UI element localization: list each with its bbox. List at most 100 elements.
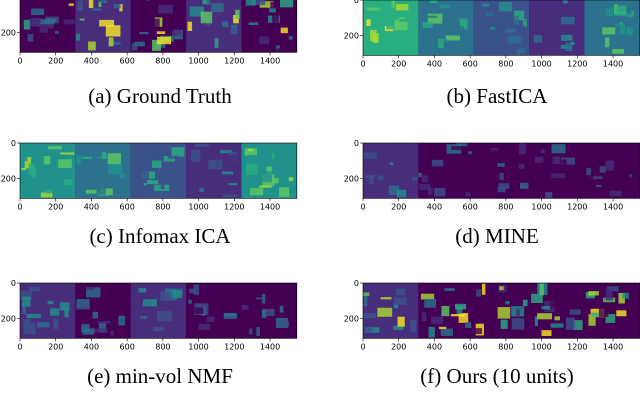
image-patch: [540, 44, 547, 53]
image-patch: [241, 289, 256, 298]
image-patch: [506, 292, 521, 300]
image-patch: [142, 299, 157, 307]
x-tick-label: 400: [427, 59, 442, 68]
image-patch: [223, 313, 238, 319]
image-patch: [410, 319, 417, 332]
image-patch: [249, 188, 264, 196]
image-patch: [390, 148, 403, 158]
image-patch: [256, 327, 260, 336]
image-patch: [551, 173, 565, 179]
x-tick-label: 200: [48, 342, 63, 351]
x-tick-label: 600: [463, 59, 478, 68]
image-patch: [156, 143, 161, 148]
image-patch: [459, 18, 468, 30]
image-patch: [373, 33, 379, 43]
image-patch: [533, 35, 543, 43]
image-patch: [280, 0, 294, 8]
y-tick-label: 200: [344, 32, 359, 41]
image-patch: [21, 153, 28, 162]
image-patch: [23, 19, 31, 30]
image-patch: [98, 1, 102, 8]
image-patch: [75, 33, 81, 41]
image-patch: [487, 25, 493, 29]
image-patch: [96, 183, 106, 196]
caption: (c) Infomax ICA: [89, 224, 231, 248]
image-patch: [605, 289, 613, 301]
image-patch: [208, 159, 223, 170]
image-patch: [586, 167, 592, 176]
image-patch: [290, 164, 297, 174]
image-patch: [511, 318, 525, 330]
image-patch: [60, 154, 70, 159]
image-patch: [497, 187, 506, 193]
x-tick-label: 800: [155, 202, 170, 211]
image-patch: [537, 313, 552, 320]
image-patch: [144, 320, 158, 323]
image-patch: [605, 37, 610, 48]
x-tick-label: 0: [360, 202, 365, 211]
image-patch: [235, 9, 240, 19]
image-patch: [499, 172, 504, 180]
image-patch: [280, 27, 288, 34]
y-tick-label: 0: [11, 0, 16, 2]
image-patch: [599, 166, 606, 173]
image-patch: [275, 45, 280, 51]
image-patch: [152, 160, 162, 168]
x-tick-label: 600: [463, 342, 478, 351]
image-patch: [224, 312, 236, 316]
image-patch: [76, 301, 90, 310]
image-patch: [249, 328, 253, 335]
caption: (a) Ground Truth: [88, 84, 232, 108]
image-patch: [561, 176, 571, 189]
image-patch: [91, 8, 102, 11]
image-patch: [517, 49, 521, 55]
image-patch: [398, 17, 405, 20]
image-patch: [465, 192, 471, 197]
image-patch: [29, 18, 42, 27]
image-patch: [44, 189, 52, 194]
image-patch: [422, 22, 433, 28]
image-patch: [156, 311, 172, 322]
image-patch: [119, 3, 123, 12]
image-patch: [493, 19, 507, 32]
image-patch: [505, 301, 510, 305]
image-patch: [246, 163, 258, 175]
image-patch: [221, 171, 234, 177]
image-patch: [160, 291, 173, 301]
image-patch: [217, 293, 229, 299]
image-patch: [612, 48, 625, 54]
image-patch: [76, 154, 81, 165]
image-patch: [79, 286, 89, 295]
image-patch: [380, 297, 392, 300]
image-patch: [554, 316, 560, 321]
image-patch: [223, 154, 237, 162]
image-patch: [26, 313, 41, 319]
image-patch: [565, 317, 575, 330]
image-patch: [230, 28, 238, 34]
panel: 0 200 400 600 800 1000 1200 1400 0 200 (d) MINE: [344, 139, 640, 248]
image-patch: [377, 175, 384, 180]
image-tile: [529, 0, 585, 56]
image-patch: [169, 289, 182, 299]
image-patch: [499, 286, 504, 291]
x-tick-label: 200: [48, 202, 63, 211]
image-patch: [37, 322, 50, 328]
image-patch: [508, 35, 522, 44]
x-tick-label: 1000: [531, 342, 551, 351]
image-patch: [552, 156, 560, 164]
image-patch: [266, 166, 272, 177]
image-patch: [135, 297, 140, 304]
image-patch: [494, 185, 503, 188]
image-patch: [252, 311, 258, 321]
image-patch: [541, 306, 556, 310]
image-patch: [605, 160, 615, 171]
image-patch: [427, 13, 443, 24]
image-patch: [490, 150, 498, 159]
caption: (f) Ours (10 units): [420, 364, 573, 388]
image-patch: [497, 307, 511, 319]
x-tick-label: 600: [120, 56, 135, 65]
image-patch: [427, 150, 438, 155]
x-tick-label: 800: [155, 56, 170, 65]
image-patch: [518, 143, 526, 155]
image-patch: [421, 311, 427, 322]
